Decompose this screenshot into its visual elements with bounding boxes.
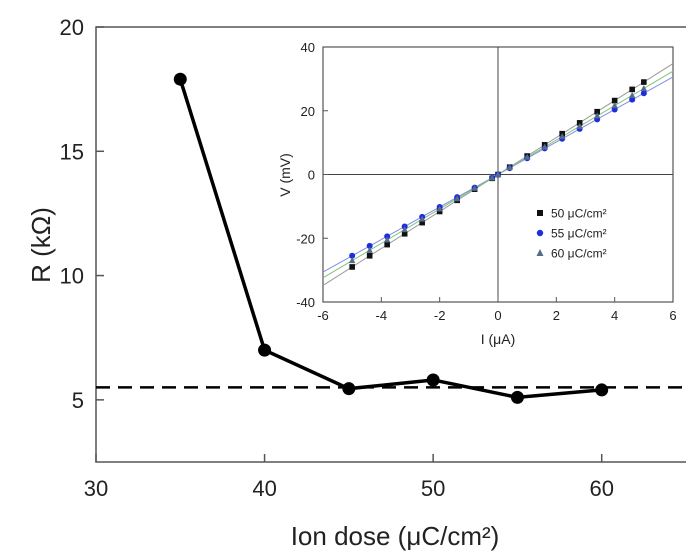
inset-point-50 — [384, 241, 390, 248]
inset-x-axis-label: I (μA) — [481, 331, 516, 347]
inset-point-55 — [629, 96, 636, 103]
inset-point-60 — [576, 122, 583, 129]
inset-point-60 — [506, 163, 513, 170]
inset-point-50 — [401, 230, 408, 237]
inset-point-60 — [366, 246, 373, 253]
inset-x-tick-label: 6 — [669, 308, 676, 323]
inset-y-tick-label: 0 — [308, 168, 315, 183]
inset-x-tick-label: 4 — [611, 308, 618, 323]
inset-point-60 — [383, 236, 391, 243]
resistance-points — [173, 72, 609, 404]
inset-point-60 — [401, 226, 408, 233]
inset-point-60 — [471, 184, 478, 191]
resistance-point — [426, 373, 440, 387]
resistance-point — [595, 383, 609, 397]
inset-point-55 — [384, 233, 391, 240]
inset-point-60 — [558, 133, 566, 140]
inset-point-50 — [611, 97, 618, 104]
inset-point-50 — [436, 208, 443, 215]
inset-y-axis-label: V (mV) — [277, 153, 293, 197]
inset-y-tick-label: -20 — [296, 231, 315, 246]
legend-marker-square — [537, 210, 543, 216]
main-y-tick-label: 20 — [60, 15, 84, 40]
inset-point-55 — [349, 252, 356, 259]
inset-y-tick-label: 20 — [301, 104, 315, 119]
inset-point-60 — [453, 195, 461, 202]
inset-point-50 — [641, 79, 647, 85]
inset-x-tick-label: -4 — [376, 308, 388, 323]
resistance-point — [173, 72, 187, 86]
main-x-tick-label: 30 — [84, 476, 108, 501]
inset-y-tick-label: -40 — [296, 295, 315, 310]
main-y-tick-label: 5 — [72, 388, 84, 413]
main-x-tick-label: 50 — [421, 476, 445, 501]
inset-point-50 — [366, 252, 373, 259]
inset-point-50 — [419, 219, 425, 226]
main-x-axis-label: Ion dose (μC/cm²) — [291, 521, 500, 551]
inset-point-60 — [640, 84, 648, 91]
inset-legend: 50 μC/cm² 55 μC/cm² 60 μC/cm² — [536, 207, 607, 261]
main-y-tick-label: 10 — [60, 264, 84, 289]
inset-point-60 — [436, 205, 443, 212]
inset-point-60 — [494, 171, 502, 177]
legend-label: 50 μC/cm² — [551, 207, 607, 221]
inset-background — [277, 35, 686, 348]
resistance-point — [510, 390, 524, 404]
inset-point-60 — [523, 153, 531, 160]
inset-x-tick-label: 2 — [553, 308, 560, 323]
legend-marker-triangle — [536, 249, 544, 256]
inset-point-60 — [628, 91, 636, 98]
main-y-axis-label: R (kΩ) — [26, 207, 56, 283]
inset-point-60 — [541, 143, 548, 150]
main-x-tick-label: 60 — [589, 476, 613, 501]
inset-point-50 — [629, 86, 635, 93]
inset-point-60 — [418, 215, 426, 222]
inset-x-tick-label: -2 — [434, 308, 446, 323]
inset-point-50 — [576, 120, 583, 126]
resistance-point — [258, 343, 272, 357]
inset-point-50 — [594, 108, 600, 115]
inset-point-60 — [593, 112, 601, 119]
legend-label: 55 μC/cm² — [551, 227, 607, 241]
inset-data-points — [348, 79, 648, 270]
resistance-point — [342, 382, 356, 396]
inset-point-60 — [348, 257, 356, 264]
main-x-tick-label: 40 — [252, 476, 276, 501]
main-y-tick-label: 15 — [60, 139, 84, 164]
resistance-line — [178, 78, 602, 400]
inset-x-tick-label: 0 — [494, 308, 501, 323]
inset-y-tick-label: 40 — [301, 40, 315, 55]
legend-label: 60 μC/cm² — [551, 247, 607, 261]
inset-point-55 — [640, 90, 647, 97]
inset-point-55 — [366, 242, 373, 249]
inset-point-60 — [611, 102, 618, 109]
inset-point-50 — [349, 264, 355, 270]
inset-point-60 — [488, 174, 496, 181]
inset-x-tick-label: -6 — [317, 308, 329, 323]
legend-marker-circle — [536, 229, 544, 237]
main-plot-frame — [95, 26, 686, 463]
